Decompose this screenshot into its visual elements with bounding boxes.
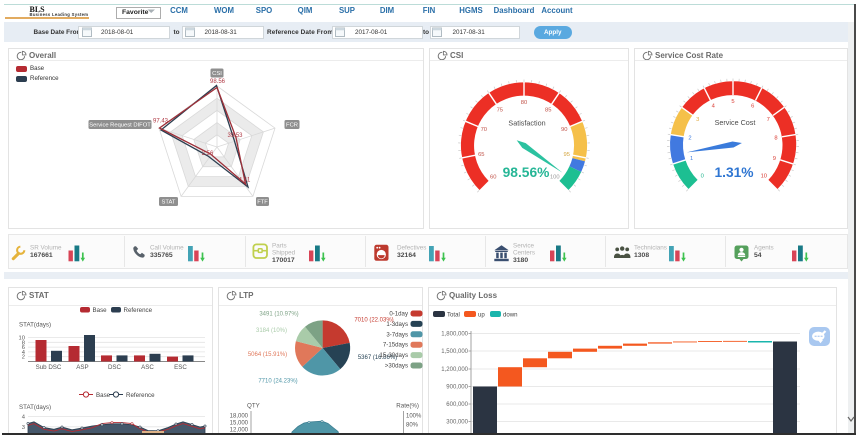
svg-text:39.53: 39.53 [227, 133, 243, 139]
svg-text:3-7days: 3-7days [386, 331, 408, 338]
svg-text:Technicians: Technicians [634, 245, 667, 252]
svg-text:Base: Base [96, 392, 111, 399]
svg-text:75: 75 [497, 107, 503, 113]
svg-text:2: 2 [22, 355, 25, 361]
svg-text:60: 60 [490, 174, 496, 180]
svg-text:97.43: 97.43 [153, 119, 169, 125]
svg-text:100%: 100% [406, 414, 422, 420]
svg-text:ESC: ESC [174, 364, 187, 371]
svg-text:6: 6 [751, 104, 754, 110]
svg-text:down: down [503, 312, 518, 319]
svg-text:Service: Service [513, 242, 534, 249]
svg-text:7010 (22.03%): 7010 (22.03%) [354, 318, 393, 324]
svg-text:80%: 80% [406, 423, 419, 429]
svg-text:Base: Base [93, 307, 108, 314]
svg-text:15,000: 15,000 [230, 421, 249, 427]
svg-text:167661: 167661 [30, 252, 53, 259]
svg-text:170017: 170017 [272, 257, 295, 264]
svg-text:Agents: Agents [754, 245, 774, 252]
svg-text:54: 54 [754, 252, 762, 259]
svg-text:600,000: 600,000 [446, 402, 468, 408]
svg-text:90: 90 [561, 127, 567, 133]
svg-text:up: up [478, 312, 485, 319]
svg-text:QTY: QTY [247, 403, 260, 410]
svg-text:900,000: 900,000 [446, 385, 468, 391]
svg-text:Reference: Reference [124, 307, 153, 314]
svg-text:4: 4 [712, 104, 716, 110]
svg-text:FCR: FCR [286, 123, 298, 129]
svg-text:Centers: Centers [513, 249, 535, 256]
svg-text:98.56%: 98.56% [503, 165, 550, 180]
svg-text:Service Cost: Service Cost [715, 118, 756, 127]
svg-text:8: 8 [774, 136, 777, 142]
svg-text:95: 95 [563, 152, 569, 158]
svg-text:Reference: Reference [126, 392, 155, 399]
svg-text:8: 8 [22, 340, 25, 346]
svg-text:300,000: 300,000 [446, 420, 468, 426]
svg-text:Rate(%): Rate(%) [396, 403, 419, 410]
svg-text:Call Volume: Call Volume [150, 245, 184, 252]
svg-text:1.31%: 1.31% [714, 165, 753, 180]
svg-text:100: 100 [550, 174, 560, 180]
svg-text:80: 80 [521, 100, 527, 106]
svg-text:3491 (10.97%): 3491 (10.97%) [259, 312, 298, 318]
svg-text:Parts: Parts [272, 242, 287, 249]
svg-text:65: 65 [478, 152, 484, 158]
svg-text:Total: Total [447, 312, 460, 319]
svg-text:10: 10 [761, 173, 767, 179]
svg-text:Service Request DIFOT: Service Request DIFOT [89, 123, 151, 129]
svg-text:Satisfaction: Satisfaction [508, 119, 545, 128]
svg-text:18,000: 18,000 [230, 414, 249, 420]
svg-text:85: 85 [545, 107, 551, 113]
svg-text:2.56: 2.56 [202, 151, 214, 157]
svg-text:3: 3 [696, 117, 699, 123]
svg-text:3184 (10%): 3184 (10%) [256, 328, 287, 334]
svg-text:Sub DSC: Sub DSC [36, 364, 62, 371]
svg-text:9: 9 [773, 156, 776, 162]
svg-text:1,500,000: 1,500,000 [441, 349, 468, 355]
svg-text:10: 10 [19, 336, 25, 342]
svg-text:4: 4 [22, 415, 26, 421]
svg-text:>30days: >30days [385, 363, 408, 370]
svg-text:ASC: ASC [141, 364, 154, 371]
svg-text:STAT: STAT [162, 200, 176, 206]
svg-text:SR Volume: SR Volume [30, 245, 62, 252]
svg-text:5064 (15.91%): 5064 (15.91%) [248, 352, 287, 358]
svg-text:1,800,000: 1,800,000 [441, 332, 468, 338]
svg-text:2: 2 [688, 136, 691, 142]
svg-text:Shipped: Shipped [272, 249, 296, 256]
svg-text:DSC: DSC [108, 364, 122, 371]
svg-text:6: 6 [22, 345, 25, 351]
svg-text:7-15days: 7-15days [383, 342, 408, 349]
svg-text:15-30days: 15-30days [380, 352, 408, 359]
svg-text:3: 3 [22, 425, 25, 431]
svg-text:70: 70 [481, 127, 487, 133]
svg-text:5: 5 [731, 99, 734, 105]
svg-text:7: 7 [767, 117, 770, 123]
svg-text:3180: 3180 [513, 257, 528, 264]
svg-text:4: 4 [22, 350, 26, 356]
svg-text:32164: 32164 [397, 252, 416, 259]
svg-text:1: 1 [690, 156, 693, 162]
svg-text:98.56: 98.56 [210, 79, 226, 85]
svg-text:CSI: CSI [212, 71, 222, 77]
svg-text:Defectives: Defectives [397, 245, 426, 252]
svg-text:STAT(days): STAT(days) [19, 322, 51, 329]
svg-text:ASP: ASP [76, 364, 88, 371]
svg-text:FTF: FTF [257, 200, 268, 206]
svg-text:12,000: 12,000 [230, 428, 249, 434]
svg-text:STAT(days): STAT(days) [19, 404, 51, 411]
svg-text:0-1day: 0-1day [389, 311, 409, 318]
svg-text:1308: 1308 [634, 252, 649, 259]
svg-text:335765: 335765 [150, 252, 173, 259]
svg-text:5367 (16.86%): 5367 (16.86%) [358, 355, 397, 361]
svg-text:0: 0 [701, 173, 704, 179]
svg-text:7710 (24.23%): 7710 (24.23%) [258, 379, 297, 385]
svg-text:1,200,000: 1,200,000 [441, 367, 468, 373]
svg-text:4.41: 4.41 [239, 178, 251, 184]
svg-text:1-3days: 1-3days [386, 321, 408, 328]
